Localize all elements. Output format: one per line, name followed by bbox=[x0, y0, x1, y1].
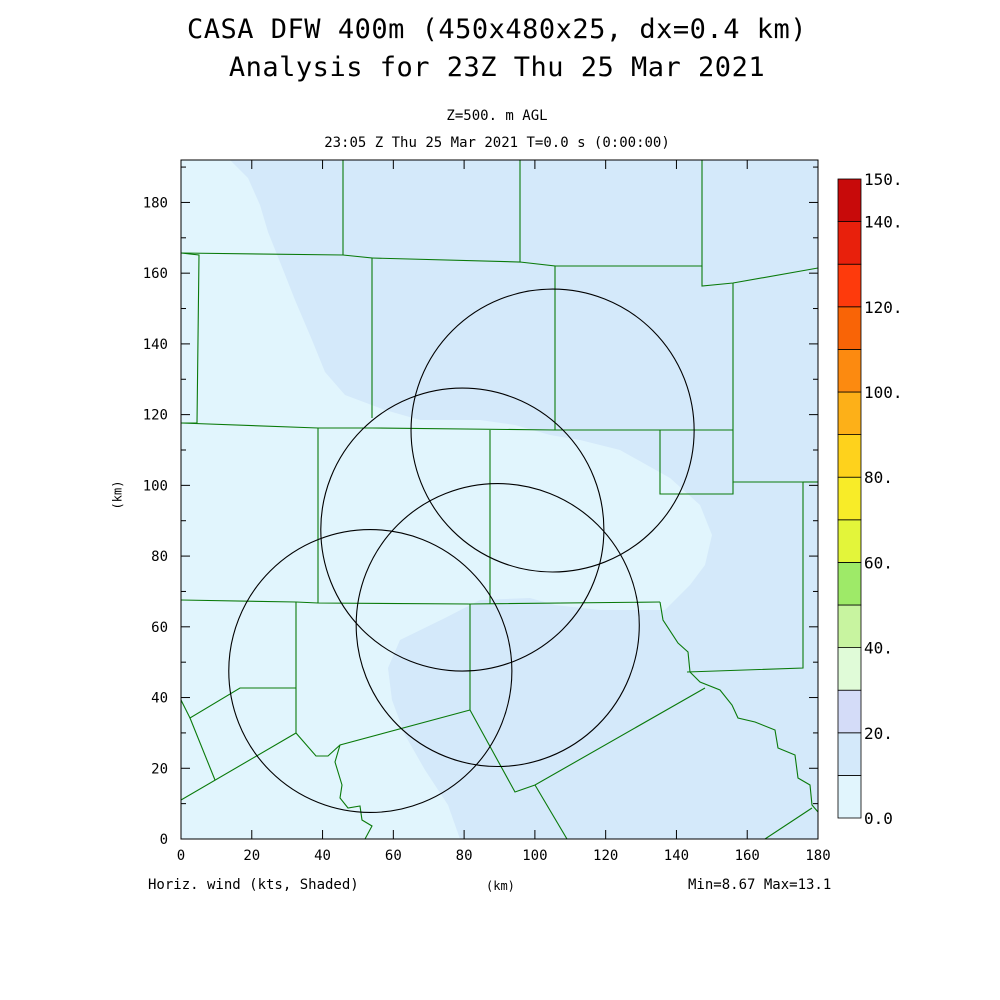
colorbar-bin bbox=[837, 562, 862, 606]
colorbar-label: 150. bbox=[864, 170, 903, 189]
y-tick-label: 40 bbox=[151, 691, 168, 707]
x-tick-label: 0 bbox=[177, 848, 185, 864]
field-label: Horiz. wind (kts, Shaded) bbox=[148, 877, 359, 893]
colorbar-bin bbox=[837, 775, 862, 819]
colorbar-bin bbox=[837, 306, 862, 350]
colorbar-label: 120. bbox=[864, 298, 903, 317]
colorbar-label: 40. bbox=[864, 639, 893, 658]
x-tick-label: 80 bbox=[456, 848, 473, 864]
colorbar-bin bbox=[837, 348, 862, 393]
colorbar-bin bbox=[837, 263, 862, 308]
colorbar-bin bbox=[837, 519, 862, 563]
y-tick-label: 20 bbox=[151, 761, 168, 777]
colorbar-bin bbox=[837, 221, 862, 265]
colorbar-label: 80. bbox=[864, 468, 893, 487]
y-tick-label: 0 bbox=[160, 832, 168, 848]
colorbar-bin bbox=[837, 647, 862, 691]
y-tick-label: 80 bbox=[151, 549, 168, 565]
x-tick-label: 160 bbox=[735, 848, 760, 864]
x-tick-label: 60 bbox=[385, 848, 402, 864]
x-tick-label: 140 bbox=[664, 848, 689, 864]
y-tick-label: 60 bbox=[151, 620, 168, 636]
x-tick-label: 20 bbox=[243, 848, 260, 864]
plot-frame bbox=[180, 159, 819, 840]
level-label: Z=500. m AGL bbox=[446, 108, 548, 124]
radar-ring-1 bbox=[228, 529, 513, 814]
min-max-label: Min=8.67 Max=13.1 bbox=[688, 877, 832, 893]
x-tick-label: 120 bbox=[593, 848, 618, 864]
wind-shading-10-20 bbox=[181, 160, 818, 839]
colorbar-bin bbox=[837, 178, 862, 222]
colorbar-label: 20. bbox=[864, 724, 893, 743]
county-boundaries bbox=[181, 160, 818, 839]
x-tick-label: 40 bbox=[314, 848, 331, 864]
y-tick-label: 100 bbox=[143, 478, 168, 494]
radar-ring-2 bbox=[320, 387, 605, 672]
x-tick-label: 100 bbox=[522, 848, 547, 864]
chart-title: CASA DFW 400m (450x480x25, dx=0.4 km) bbox=[187, 14, 807, 45]
colorbar-label: 60. bbox=[864, 553, 893, 572]
valid-time-label: 23:05 Z Thu 25 Mar 2021 T=0.0 s (0:00:00… bbox=[324, 135, 670, 151]
radar-ring-4 bbox=[410, 288, 695, 573]
colorbar-label: 140. bbox=[864, 213, 903, 232]
colorbar-label: 100. bbox=[864, 383, 903, 402]
y-axis: 0 20 40 60 80 100 120 140 160 180 bbox=[143, 166, 818, 848]
y-tick-label: 120 bbox=[143, 408, 168, 424]
colorbar: 0.0 20. 40. 60. 80. 100. 120. 140. 150. bbox=[837, 170, 903, 828]
colorbar-bin bbox=[837, 689, 862, 734]
chart-subtitle: Analysis for 23Z Thu 25 Mar 2021 bbox=[228, 52, 766, 83]
x-tick-label: 180 bbox=[805, 848, 830, 864]
colorbar-bin bbox=[837, 476, 862, 521]
colorbar-bin bbox=[837, 434, 862, 478]
plot-area bbox=[181, 160, 818, 839]
colorbar-label: 0.0 bbox=[864, 809, 893, 828]
x-axis: 0 20 40 60 80 100 120 140 160 180 bbox=[177, 160, 831, 864]
x-axis-label: (km) bbox=[486, 879, 515, 893]
colorbar-bin bbox=[837, 391, 862, 435]
y-tick-label: 160 bbox=[143, 266, 168, 282]
colorbar-bin bbox=[837, 604, 862, 648]
radar-range-rings bbox=[228, 288, 695, 814]
y-tick-label: 180 bbox=[143, 195, 168, 211]
radar-ring-3 bbox=[355, 483, 640, 768]
y-tick-label: 140 bbox=[143, 337, 168, 353]
y-axis-label: (km) bbox=[110, 480, 125, 510]
colorbar-bin bbox=[837, 732, 862, 776]
